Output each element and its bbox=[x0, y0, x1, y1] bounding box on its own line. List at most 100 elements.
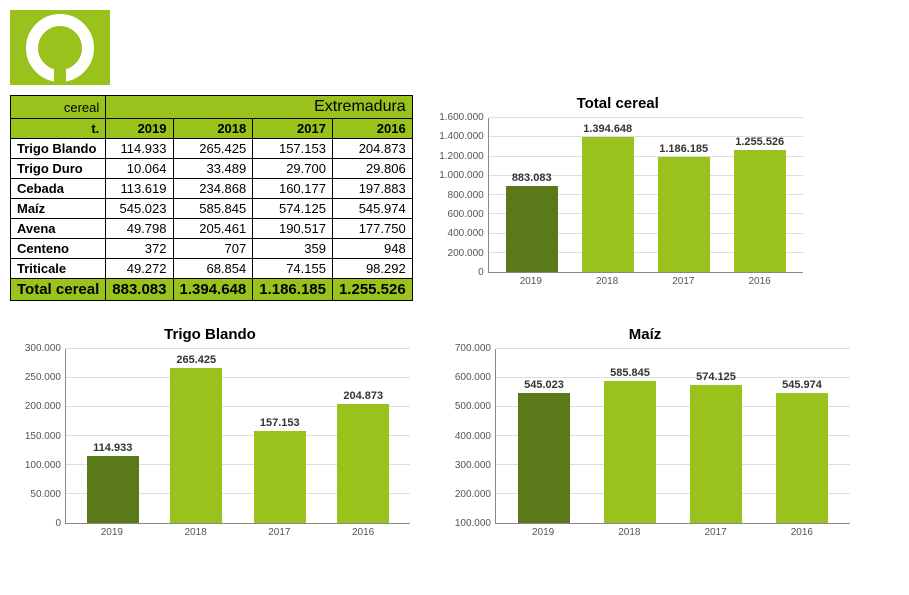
data-cell: 157.153 bbox=[253, 139, 333, 159]
x-tick: 2018 bbox=[569, 276, 645, 287]
total-cell: 1.255.526 bbox=[332, 279, 412, 301]
bar-value-label: 1.186.185 bbox=[659, 143, 708, 155]
table-row: Cebada113.619234.868160.177197.883 bbox=[11, 179, 413, 199]
table-row: Maíz545.023585.845574.125545.974 bbox=[11, 199, 413, 219]
table-row: Triticale49.27268.85474.15598.292 bbox=[11, 259, 413, 279]
chart-title: Total cereal bbox=[433, 95, 803, 112]
bar-value-label: 585.845 bbox=[610, 367, 650, 379]
year-col: 2017 bbox=[253, 119, 333, 139]
data-cell: 585.845 bbox=[173, 199, 253, 219]
x-axis: 2019201820172016 bbox=[495, 524, 850, 538]
bar-value-label: 883.083 bbox=[512, 172, 552, 184]
data-cell: 98.292 bbox=[332, 259, 412, 279]
bar-value-label: 545.023 bbox=[524, 379, 564, 391]
bar-value-label: 204.873 bbox=[343, 390, 383, 402]
data-cell: 68.854 bbox=[173, 259, 253, 279]
data-cell: 74.155 bbox=[253, 259, 333, 279]
y-axis: 050.000100.000150.000200.000250.000300.0… bbox=[10, 349, 65, 524]
data-cell: 545.023 bbox=[106, 199, 173, 219]
logo bbox=[10, 10, 110, 85]
data-cell: 574.125 bbox=[253, 199, 333, 219]
bar-value-label: 265.425 bbox=[176, 354, 216, 366]
row-label: Cebada bbox=[11, 179, 106, 199]
bar-value-label: 157.153 bbox=[260, 417, 300, 429]
x-axis: 2019201820172016 bbox=[65, 524, 410, 538]
data-cell: 160.177 bbox=[253, 179, 333, 199]
bar: 114.933 bbox=[71, 442, 155, 523]
total-cell: 883.083 bbox=[106, 279, 173, 301]
bar-value-label: 545.974 bbox=[782, 379, 822, 391]
x-tick: 2016 bbox=[759, 527, 845, 538]
data-cell: 234.868 bbox=[173, 179, 253, 199]
bar: 204.873 bbox=[322, 390, 406, 524]
bar: 1.186.185 bbox=[646, 143, 722, 272]
total-cell: 1.394.648 bbox=[173, 279, 253, 301]
x-tick: 2018 bbox=[586, 527, 672, 538]
year-col: 2019 bbox=[106, 119, 173, 139]
bar: 574.125 bbox=[673, 371, 759, 523]
bar-value-label: 1.394.648 bbox=[583, 123, 632, 135]
data-cell: 372 bbox=[106, 239, 173, 259]
chart-title: Trigo Blando bbox=[10, 326, 410, 343]
x-tick: 2017 bbox=[238, 527, 322, 538]
data-cell: 204.873 bbox=[332, 139, 412, 159]
bar-value-label: 114.933 bbox=[93, 442, 132, 454]
table-corner: cereal bbox=[11, 96, 106, 119]
row-label: Trigo Duro bbox=[11, 159, 106, 179]
row-label: Triticale bbox=[11, 259, 106, 279]
chart-maiz: Maíz100.000200.000300.000400.000500.0006… bbox=[440, 326, 850, 538]
plot-area: 114.933 265.425 157.153 204.873 bbox=[65, 349, 410, 524]
chart-total-cereal: Total cereal 0200.000400.000600.000800.00… bbox=[433, 95, 803, 287]
chart-trigo-blando: Trigo Blando 050.000100.000150.000200.000… bbox=[10, 326, 410, 538]
table-total-row: Total cereal 883.083 1.394.648 1.186.185… bbox=[11, 279, 413, 301]
bar: 1.394.648 bbox=[570, 123, 646, 272]
data-cell: 359 bbox=[253, 239, 333, 259]
data-cell: 948 bbox=[332, 239, 412, 259]
total-label: Total cereal bbox=[11, 279, 106, 301]
x-tick: 2019 bbox=[493, 276, 569, 287]
row-label: Trigo Blando bbox=[11, 139, 106, 159]
row-label: Avena bbox=[11, 219, 106, 239]
data-cell: 29.700 bbox=[253, 159, 333, 179]
table-row: Trigo Blando114.933265.425157.153204.873 bbox=[11, 139, 413, 159]
data-cell: 49.272 bbox=[106, 259, 173, 279]
year-col: 2018 bbox=[173, 119, 253, 139]
bar: 157.153 bbox=[238, 417, 322, 523]
data-cell: 707 bbox=[173, 239, 253, 259]
table-row: Avena49.798205.461190.517177.750 bbox=[11, 219, 413, 239]
row-label: Maíz bbox=[11, 199, 106, 219]
table-row: Trigo Duro10.06433.48929.70029.806 bbox=[11, 159, 413, 179]
bar: 265.425 bbox=[155, 354, 239, 523]
data-cell: 265.425 bbox=[173, 139, 253, 159]
x-tick: 2016 bbox=[721, 276, 797, 287]
bar-value-label: 1.255.526 bbox=[735, 136, 784, 148]
plot-area: 883.083 1.394.648 1.186.185 1.255.526 bbox=[488, 118, 803, 273]
cereal-table: cereal Extremadura t. 2019 2018 2017 201… bbox=[10, 95, 413, 301]
bar: 545.023 bbox=[501, 379, 587, 523]
data-cell: 114.933 bbox=[106, 139, 173, 159]
x-tick: 2018 bbox=[154, 527, 238, 538]
data-cell: 197.883 bbox=[332, 179, 412, 199]
bar: 545.974 bbox=[759, 379, 845, 523]
y-axis: 0200.000400.000600.000800.0001.000.0001.… bbox=[433, 118, 488, 273]
plot-area: 545.023 585.845 574.125 545.974 bbox=[495, 349, 850, 524]
year-col: 2016 bbox=[332, 119, 412, 139]
x-tick: 2019 bbox=[70, 527, 154, 538]
x-tick: 2017 bbox=[645, 276, 721, 287]
data-cell: 10.064 bbox=[106, 159, 173, 179]
x-axis: 2019201820172016 bbox=[488, 273, 803, 287]
bar: 883.083 bbox=[494, 172, 570, 272]
data-cell: 545.974 bbox=[332, 199, 412, 219]
y-axis: 100.000200.000300.000400.000500.000600.0… bbox=[440, 349, 495, 524]
row-label: Centeno bbox=[11, 239, 106, 259]
data-cell: 205.461 bbox=[173, 219, 253, 239]
logo-ring-icon bbox=[25, 13, 95, 83]
data-cell: 177.750 bbox=[332, 219, 412, 239]
x-tick: 2019 bbox=[500, 527, 586, 538]
data-cell: 29.806 bbox=[332, 159, 412, 179]
table-region: Extremadura bbox=[106, 96, 412, 119]
bar: 585.845 bbox=[587, 367, 673, 523]
x-tick: 2017 bbox=[673, 527, 759, 538]
table-unit: t. bbox=[11, 119, 106, 139]
data-cell: 190.517 bbox=[253, 219, 333, 239]
